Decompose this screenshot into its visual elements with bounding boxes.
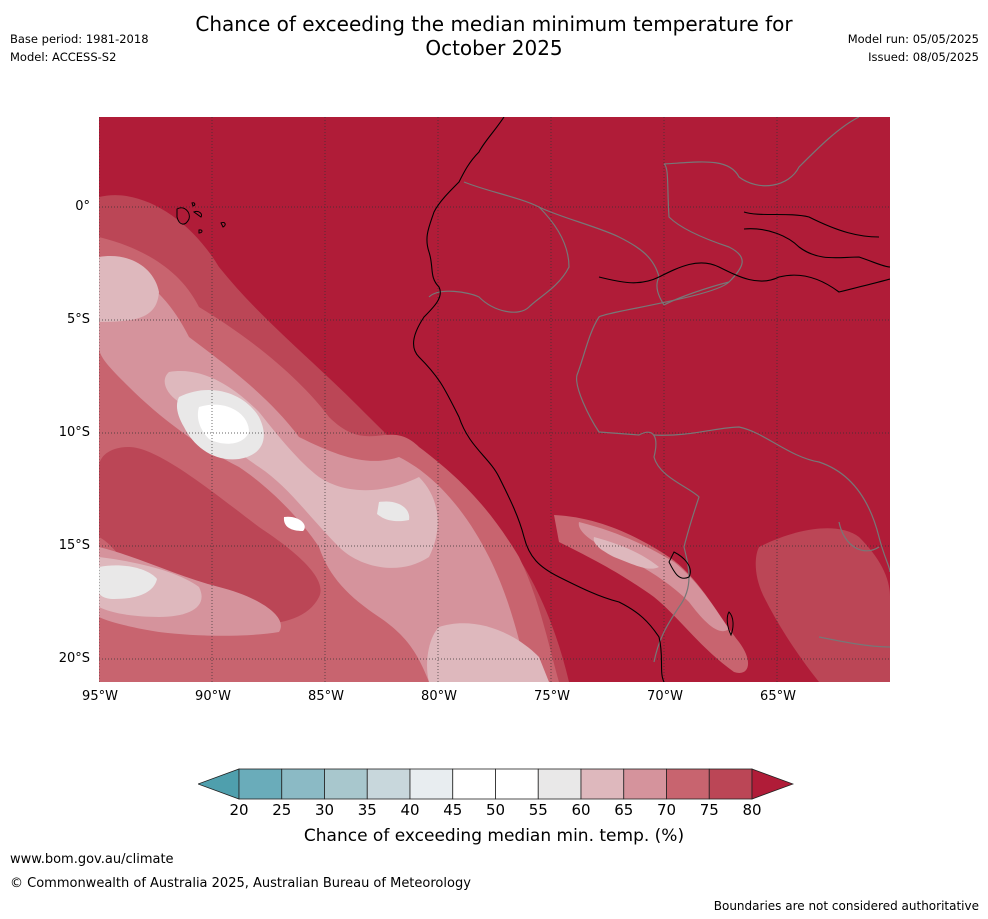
colorbar-tick-label: 40: [400, 801, 420, 819]
colorbar-cell: [537, 768, 582, 800]
colorbar-cell: [708, 768, 753, 800]
lon-label-85w: 85°W: [308, 689, 344, 704]
colorbar-cell: [580, 768, 625, 800]
title-line-2: October 2025: [425, 36, 563, 60]
colorbar-label: Chance of exceeding median min. temp. (%…: [303, 826, 685, 846]
colorbar-cell: [366, 768, 411, 800]
colorbar-tick-label: 70: [656, 801, 677, 819]
lat-label-0: 0°: [75, 199, 90, 214]
colorbar-cell: [409, 768, 454, 800]
probability-map: [99, 117, 890, 682]
model-run: Model run: 05/05/2025: [847, 32, 979, 46]
map-title: Chance of exceeding the median minimum t…: [0, 12, 988, 60]
colorbar-tick-label: 60: [571, 801, 591, 819]
colorbar-cell: [495, 768, 539, 800]
colorbar-cell: [452, 768, 496, 800]
colorbar-cell: [281, 768, 325, 800]
colorbar-tick-label: 45: [443, 801, 463, 819]
lon-label-70w: 70°W: [647, 689, 683, 704]
model-name: Model: ACCESS-S2: [10, 50, 117, 64]
meta-left: Base period: 1981-2018 Model: ACCESS-S2: [10, 30, 149, 66]
colorbar-cell: [623, 768, 667, 800]
colorbar-tick-label: 75: [699, 801, 719, 819]
colorbar-cell: [666, 768, 710, 800]
colorbar-tick-label: 25: [272, 801, 292, 819]
lat-label-20s: 20°S: [58, 651, 90, 666]
lon-label-95w: 95°W: [82, 689, 118, 704]
lat-label-5s: 5°S: [66, 312, 90, 327]
lon-label-65w: 65°W: [760, 689, 796, 704]
boundaries-disclaimer: Boundaries are not considered authoritat…: [713, 899, 979, 913]
lat-label-10s: 10°S: [58, 425, 90, 440]
colorbar-tick-label: 55: [528, 801, 548, 819]
colorbar-tick-label: 20: [229, 801, 249, 819]
colorbar-tick-label: 35: [357, 801, 377, 819]
meta-right: Model run: 05/05/2025 Issued: 08/05/2025: [848, 30, 979, 66]
map-panel: [99, 117, 890, 682]
lon-label-90w: 90°W: [195, 689, 231, 704]
website-url[interactable]: www.bom.gov.au/climate: [10, 852, 174, 867]
colorbar-tick-label: 80: [742, 801, 762, 819]
colorbar-tick-label: 50: [485, 801, 506, 819]
lon-label-80w: 80°W: [421, 689, 457, 704]
colorbar-extend-high: [751, 768, 794, 800]
gridlines: [99, 117, 890, 682]
colorbar-tick-label: 30: [314, 801, 335, 819]
base-period: Base period: 1981-2018: [10, 32, 149, 46]
colorbar: [198, 768, 794, 800]
colorbar-cell: [238, 768, 283, 800]
issued-date: Issued: 08/05/2025: [868, 50, 979, 64]
country-boundaries: [428, 117, 890, 663]
coastline: [413, 117, 890, 682]
colorbar-extend-low: [198, 768, 240, 800]
lake-titicaca: [668, 551, 734, 637]
galapagos-islands: [176, 202, 226, 234]
title-line-1: Chance of exceeding the median minimum t…: [195, 12, 793, 36]
lat-label-15s: 15°S: [58, 538, 90, 553]
copyright-text: © Commonwealth of Australia 2025, Austra…: [10, 876, 471, 891]
colorbar-tick-label: 65: [614, 801, 634, 819]
colorbar-cell: [324, 768, 368, 800]
lon-label-75w: 75°W: [534, 689, 570, 704]
